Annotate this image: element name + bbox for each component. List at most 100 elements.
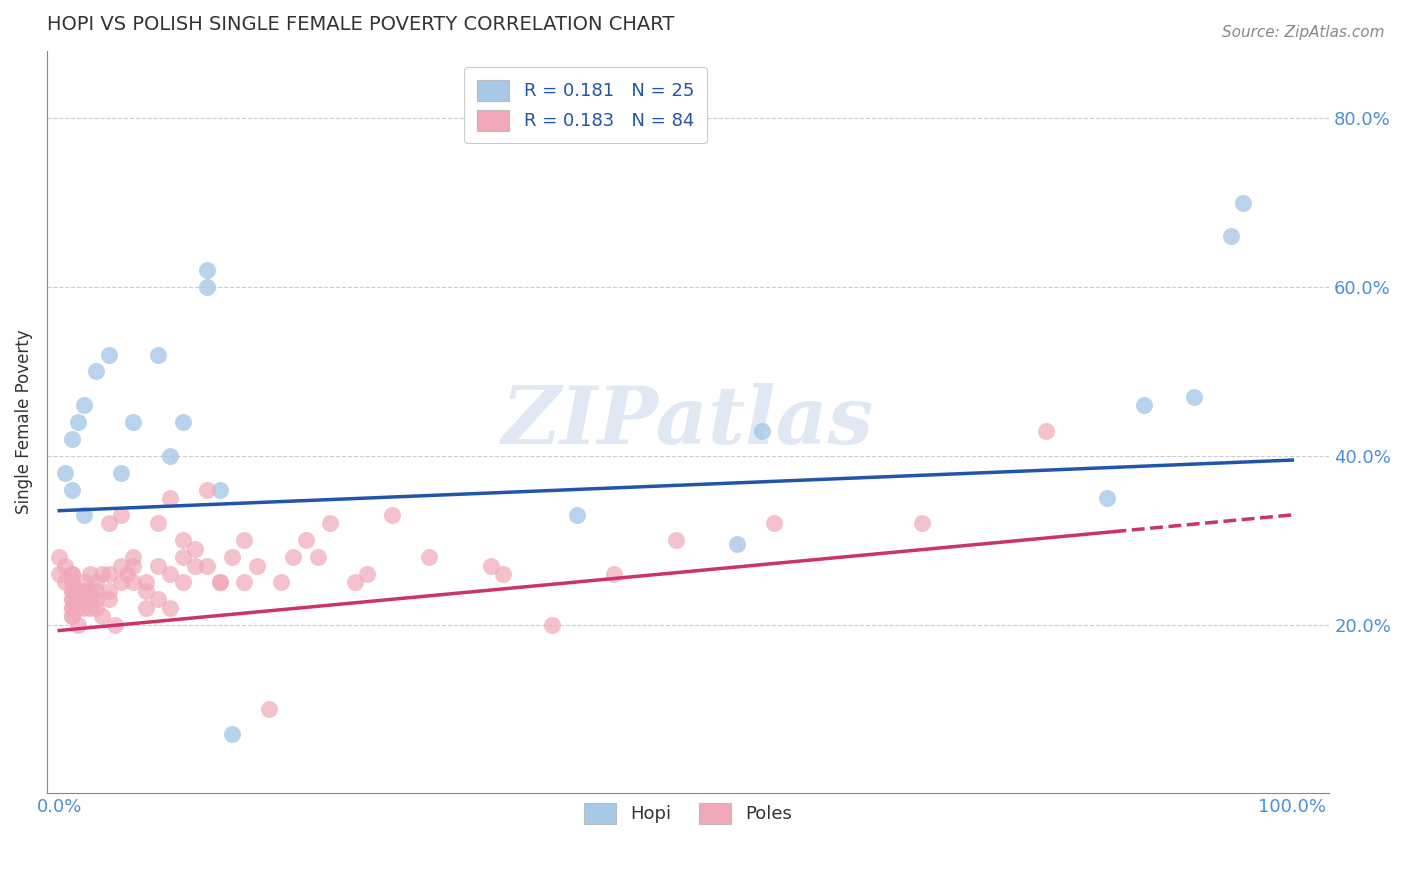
Point [911, 516, 934, 531]
Point [60, 609, 83, 624]
Point [66, 600, 89, 615]
Point [725, 537, 748, 551]
Text: ZIPatlas: ZIPatlas [502, 384, 875, 461]
Point [245, 558, 267, 573]
Point [84, 600, 107, 615]
Point [751, 424, 773, 438]
Point [115, 566, 138, 581]
Point [208, 483, 231, 497]
Point [48, 566, 70, 581]
Legend: Hopi, Poles: Hopi, Poles [571, 790, 806, 837]
Point [60, 483, 83, 497]
Point [60, 592, 83, 607]
Point [73, 575, 96, 590]
Point [1035, 424, 1057, 438]
Point [60, 432, 83, 446]
Point [208, 575, 231, 590]
Point [97, 592, 120, 607]
Point [159, 566, 181, 581]
Point [195, 558, 218, 573]
Point [122, 415, 145, 429]
Point [135, 600, 157, 615]
Point [60, 600, 83, 615]
Point [97, 566, 120, 581]
Point [172, 415, 194, 429]
Point [344, 575, 367, 590]
Point [97, 348, 120, 362]
Point [84, 364, 107, 378]
Point [233, 533, 256, 548]
Point [60, 566, 83, 581]
Point [479, 558, 502, 573]
Point [146, 516, 169, 531]
Point [146, 592, 169, 607]
Text: HOPI VS POLISH SINGLE FEMALE POVERTY CORRELATION CHART: HOPI VS POLISH SINGLE FEMALE POVERTY COR… [46, 15, 675, 34]
Point [146, 348, 169, 362]
Point [97, 516, 120, 531]
Point [603, 566, 626, 581]
Point [1182, 390, 1205, 404]
Point [84, 575, 107, 590]
Point [270, 575, 292, 590]
Point [104, 617, 127, 632]
Point [66, 617, 89, 632]
Point [1097, 491, 1119, 505]
Point [1133, 398, 1156, 412]
Point [97, 583, 120, 598]
Point [73, 600, 96, 615]
Point [91, 609, 114, 624]
Point [172, 575, 194, 590]
Point [110, 558, 132, 573]
Point [73, 592, 96, 607]
Point [159, 449, 181, 463]
Point [60, 583, 83, 598]
Point [122, 575, 145, 590]
Point [60, 592, 83, 607]
Point [110, 466, 132, 480]
Point [110, 508, 132, 522]
Point [184, 558, 207, 573]
Point [195, 483, 218, 497]
Point [221, 727, 243, 741]
Point [73, 583, 96, 598]
Point [172, 533, 194, 548]
Point [79, 592, 101, 607]
Text: Source: ZipAtlas.com: Source: ZipAtlas.com [1222, 25, 1385, 40]
Point [66, 415, 89, 429]
Point [79, 583, 101, 598]
Point [283, 550, 305, 565]
Point [55, 575, 77, 590]
Point [565, 508, 588, 522]
Point [295, 533, 318, 548]
Point [172, 550, 194, 565]
Point [48, 550, 70, 565]
Point [79, 566, 101, 581]
Point [60, 575, 83, 590]
Point [233, 575, 256, 590]
Point [60, 566, 83, 581]
Point [319, 516, 342, 531]
Point [763, 516, 786, 531]
Point [91, 566, 114, 581]
Point [1232, 195, 1254, 210]
Point [381, 508, 404, 522]
Point [60, 583, 83, 598]
Point [60, 600, 83, 615]
Point [55, 466, 77, 480]
Point [122, 558, 145, 573]
Point [66, 592, 89, 607]
Point [55, 558, 77, 573]
Point [195, 280, 218, 294]
Point [73, 398, 96, 412]
Point [110, 575, 132, 590]
Point [541, 617, 564, 632]
Point [60, 575, 83, 590]
Point [66, 583, 89, 598]
Point [84, 583, 107, 598]
Point [79, 600, 101, 615]
Point [665, 533, 688, 548]
Point [208, 575, 231, 590]
Y-axis label: Single Female Poverty: Single Female Poverty [15, 330, 32, 515]
Point [159, 491, 181, 505]
Point [60, 609, 83, 624]
